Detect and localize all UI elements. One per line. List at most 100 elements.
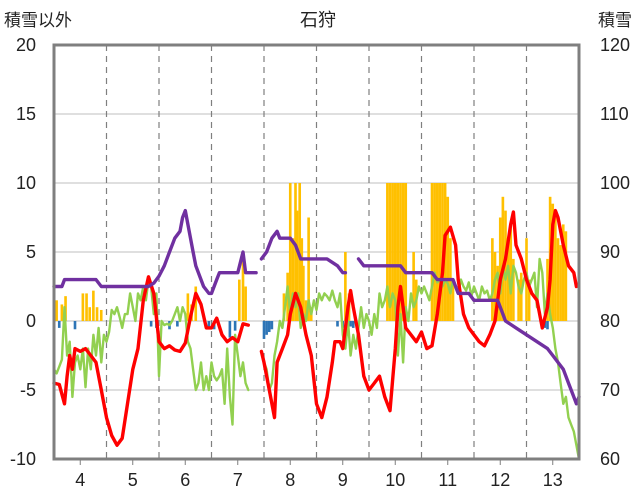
bars <box>55 183 568 339</box>
x-tick-label: 8 <box>285 470 295 490</box>
precip-bar <box>99 309 103 321</box>
precip-bar <box>517 279 520 321</box>
negative-bar <box>233 321 237 331</box>
precip-bar <box>564 231 568 321</box>
left-tick-label: 10 <box>16 173 36 193</box>
precip-bar <box>512 258 515 321</box>
precip-bar <box>556 238 560 321</box>
precip-bar <box>435 183 439 321</box>
precip-bar <box>344 252 347 321</box>
series-line <box>259 208 579 420</box>
chart-title: 石狩 <box>300 10 336 30</box>
precip-bar <box>506 238 510 321</box>
precip-bar <box>554 210 557 321</box>
right-tick-label: 60 <box>600 449 620 469</box>
precip-bar <box>509 224 513 321</box>
negative-bar <box>270 321 274 330</box>
left-tick-label: -10 <box>10 449 36 469</box>
precip-bar <box>88 307 92 321</box>
precip-bar <box>491 238 494 321</box>
right-tick-label: 120 <box>600 35 630 55</box>
precip-bar <box>559 245 562 321</box>
precip-bar <box>92 290 95 321</box>
x-tick-label: 5 <box>128 470 138 490</box>
series-lines <box>52 208 581 461</box>
series-line <box>356 257 581 406</box>
negative-bar <box>176 321 179 327</box>
negative-bar <box>267 321 271 333</box>
precip-bar <box>519 272 523 321</box>
series-line <box>259 229 348 275</box>
left-tick-label: 0 <box>26 311 36 331</box>
left-axis-ticks: 20 15 10 5 0 -5 -10 <box>10 35 36 469</box>
negative-bar <box>57 321 61 328</box>
plot-frame <box>52 43 581 461</box>
right-axis-ticks: 120 110 100 90 80 70 60 <box>600 35 630 469</box>
x-tick-label: 10 <box>385 470 405 490</box>
series-line <box>52 208 258 296</box>
negative-bar <box>262 321 266 339</box>
negative-bar <box>207 321 211 328</box>
left-tick-label: 15 <box>16 104 36 124</box>
precip-bar <box>288 183 292 321</box>
precip-bar <box>493 252 497 321</box>
precip-bar <box>527 279 531 321</box>
negative-bar <box>349 321 352 327</box>
precip-bar <box>307 217 310 321</box>
x-tick-label: 11 <box>438 470 457 490</box>
left-tick-label: 20 <box>16 35 36 55</box>
x-tick-label: 6 <box>180 470 190 490</box>
precip-bar <box>294 183 297 321</box>
precip-bar <box>399 183 402 321</box>
precip-bar <box>391 183 394 321</box>
negative-bar <box>546 321 549 330</box>
right-tick-label: 90 <box>600 242 620 262</box>
precip-bar <box>388 183 392 321</box>
precip-bar <box>396 183 400 321</box>
right-tick-label: 80 <box>600 311 620 331</box>
precip-bar <box>291 238 295 321</box>
right-tick-label: 110 <box>600 104 629 124</box>
negative-bar <box>265 321 268 335</box>
negative-bar <box>149 321 153 327</box>
precip-bar <box>412 252 415 321</box>
series-line <box>52 275 251 447</box>
precip-bar <box>404 183 408 321</box>
x-tick-label: 13 <box>543 470 563 490</box>
precip-bar <box>438 183 442 321</box>
precip-bar <box>295 210 299 321</box>
precip-bar <box>433 183 436 321</box>
precip-bar <box>551 203 555 321</box>
precip-bar <box>561 224 565 321</box>
left-axis-title: 積雪以外 <box>4 11 72 30</box>
precip-bar <box>304 300 308 321</box>
precip-bar <box>451 279 455 321</box>
precip-bar <box>501 196 505 321</box>
right-tick-label: 70 <box>600 380 620 400</box>
precip-bar <box>238 279 241 321</box>
precip-bar <box>498 217 502 321</box>
precip-bar <box>393 183 397 321</box>
precip-bar <box>95 307 99 321</box>
negative-bar <box>351 321 355 328</box>
x-tick-label: 12 <box>490 470 510 490</box>
negative-bar <box>73 321 77 330</box>
precip-bar <box>194 286 198 321</box>
x-tick-label: 4 <box>75 470 85 490</box>
right-axis-title: 積雪 <box>598 11 632 30</box>
precip-bar <box>300 238 304 321</box>
left-tick-label: 5 <box>26 242 36 262</box>
precip-bar <box>446 196 450 321</box>
precip-bar <box>85 293 88 321</box>
precip-bar <box>401 183 405 321</box>
precip-bar <box>244 286 247 321</box>
right-tick-label: 100 <box>600 173 630 193</box>
precip-bar <box>81 293 85 321</box>
precip-bar <box>430 183 434 321</box>
precip-bar <box>241 258 245 321</box>
x-axis-ticks: 4 5 6 7 8 9 10 11 12 13 <box>75 459 563 490</box>
negative-bar <box>336 321 339 327</box>
x-tick-label: 9 <box>338 470 348 490</box>
precip-bar <box>302 265 305 321</box>
